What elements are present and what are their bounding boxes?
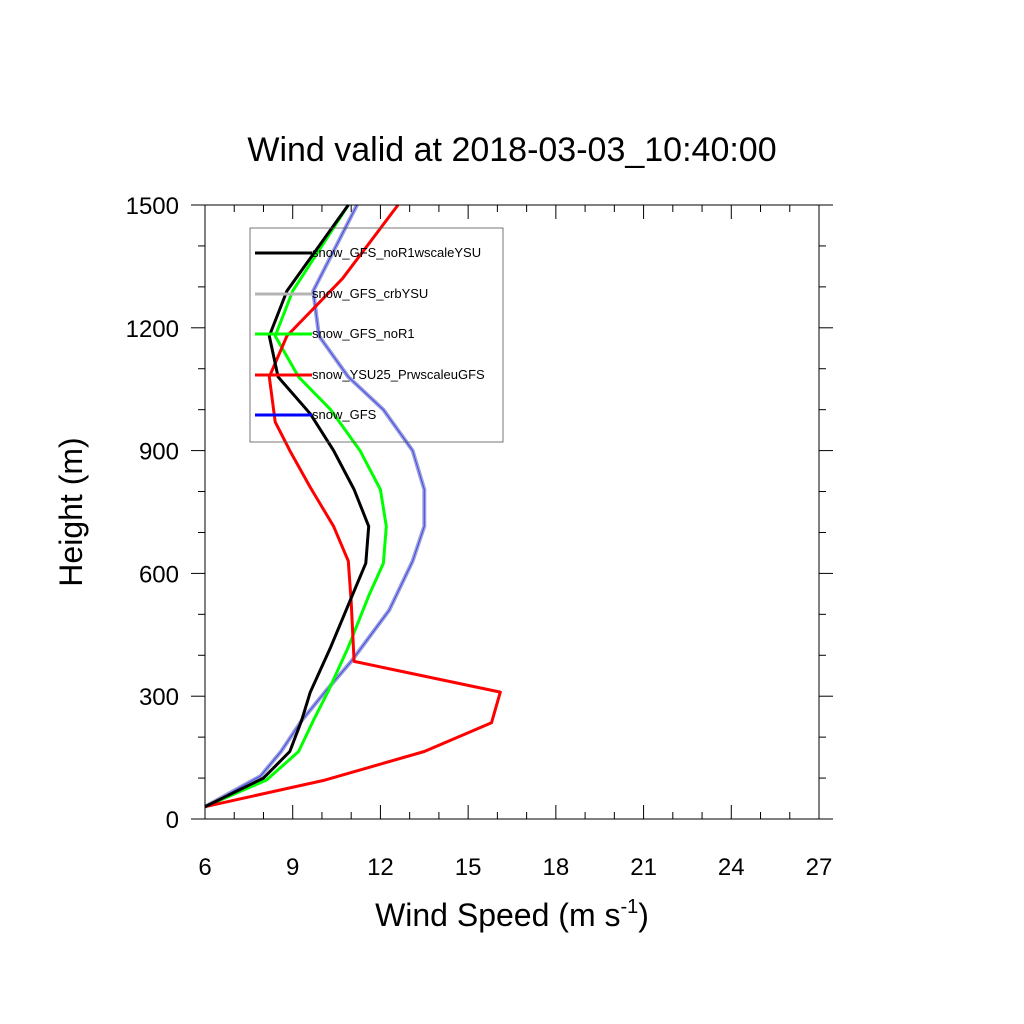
x-tick-label: 21 xyxy=(630,854,657,881)
y-tick-label: 300 xyxy=(139,684,179,711)
legend: snow_GFS_noR1wscaleYSU snow_GFS_crbYSUsno… xyxy=(249,227,504,443)
series-layer xyxy=(204,204,502,809)
y-tick-label: 900 xyxy=(139,439,179,466)
y-tick-label: 600 xyxy=(139,561,179,588)
legend-label: snow_GFS_noR1 xyxy=(312,326,415,341)
plot-frame xyxy=(204,204,820,820)
legend-label: snow_YSU25_PrwscaleuGFS xyxy=(312,367,485,382)
legend-label: snow_GFS xyxy=(312,407,377,422)
series-line-snow-gfs-nor1 xyxy=(204,204,388,809)
series-line-snow-gfs-nor1wscaleysu xyxy=(204,204,371,809)
y-axis-title: Height (m) xyxy=(53,437,89,586)
x-tick-label: 15 xyxy=(455,854,482,881)
axis-layer: 6 9 12 15 18 21 24 27 0 300 600 900 1200 1500 xyxy=(126,193,833,881)
legend-label: snow_GFS_noR1wscaleYSU xyxy=(312,245,481,260)
x-tick-label: 24 xyxy=(718,854,745,881)
y-tick-label: 1500 xyxy=(126,193,179,220)
chart-title: Wind valid at 2018-03-03_10:40:00 xyxy=(247,131,776,169)
legend-label: snow_GFS_crbYSU xyxy=(312,286,428,301)
series-line-snow-ysu25-prwscaleugfs xyxy=(204,204,502,809)
x-tick-label: 12 xyxy=(367,854,394,881)
x-axis-title-tail: ) xyxy=(638,897,649,933)
x-tick-label: 6 xyxy=(198,854,211,881)
series-line-snow-gfs xyxy=(204,204,425,808)
x-tick-label: 9 xyxy=(286,854,299,881)
y-tick-label: 1200 xyxy=(126,316,179,343)
x-axis-title-main: Wind Speed (m s xyxy=(375,897,620,933)
legend-box xyxy=(249,227,504,443)
x-tick-label: 27 xyxy=(806,854,833,881)
x-tick-label: 18 xyxy=(543,854,570,881)
x-axis-title: Wind Speed (m s-1) xyxy=(375,896,649,933)
y-tick-label: 0 xyxy=(166,807,179,834)
x-axis-title-superscript: -1 xyxy=(620,896,638,918)
